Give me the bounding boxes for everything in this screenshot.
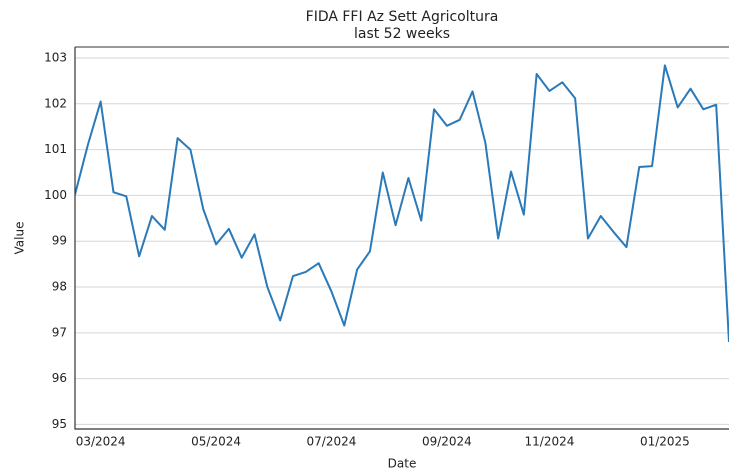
x-tick-label: 09/2024: [422, 435, 472, 449]
y-tick-label: 96: [52, 371, 67, 385]
y-tick-label: 102: [44, 96, 67, 110]
plot-area: [75, 64, 729, 343]
data-line: [75, 64, 729, 343]
x-axis-label: Date: [388, 457, 417, 471]
axes-frame: [74, 47, 729, 430]
y-tick-label: 101: [44, 142, 67, 156]
y-tick-label: 97: [52, 325, 67, 339]
y-tick-label: 100: [44, 188, 67, 202]
x-tick-label: 01/2025: [640, 435, 690, 449]
chart-subtitle: last 52 weeks: [354, 26, 450, 42]
chart-title: FIDA FFI Az Sett Agricoltura: [306, 9, 499, 25]
x-tick-label: 07/2024: [307, 435, 357, 449]
grid: [75, 57, 729, 425]
x-tick-label: 05/2024: [191, 435, 241, 449]
x-tick-label: 11/2024: [525, 435, 575, 449]
y-tick-label: 99: [52, 234, 67, 248]
y-tick-label: 98: [52, 280, 67, 294]
y-tick-label: 103: [44, 50, 67, 64]
y-tick-label: 95: [52, 417, 67, 431]
x-tick-label: 03/2024: [76, 435, 126, 449]
y-axis-label: Value: [13, 222, 27, 255]
